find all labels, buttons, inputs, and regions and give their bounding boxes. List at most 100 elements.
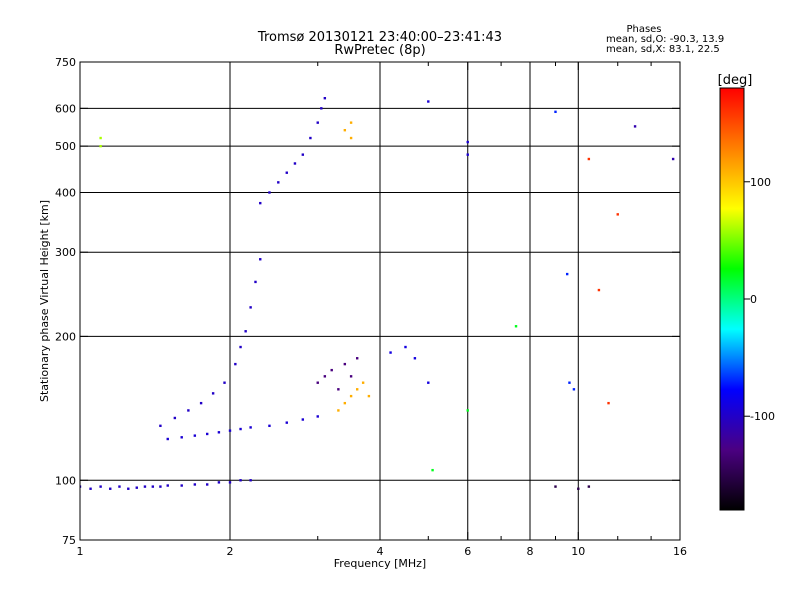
- data-point: [99, 136, 102, 140]
- data-point: [431, 468, 434, 472]
- data-point: [413, 357, 417, 360]
- data-point: [217, 431, 221, 434]
- data-point: [633, 125, 637, 128]
- data-point: [616, 213, 619, 216]
- data-point: [316, 121, 319, 124]
- colorbar-tick-label: 100: [750, 176, 771, 189]
- data-point: [127, 487, 130, 490]
- data-point: [309, 136, 312, 140]
- x-tick-label: 8: [527, 545, 534, 558]
- y-axis-label: Stationary phase Virtual Height [km]: [38, 200, 51, 402]
- data-point: [277, 181, 280, 184]
- data-point: [268, 424, 271, 428]
- data-point: [316, 381, 319, 384]
- data-point: [159, 424, 162, 428]
- data-point: [337, 388, 340, 391]
- y-tick-label: 300: [55, 246, 76, 259]
- colorbar: [deg] 100 0 -100: [718, 73, 775, 511]
- data-point: [337, 409, 340, 412]
- y-tick-label: 75: [62, 534, 76, 547]
- data-point: [193, 434, 197, 437]
- data-point: [587, 485, 591, 488]
- data-point: [554, 485, 557, 488]
- data-point: [151, 485, 155, 488]
- data-point: [565, 272, 569, 276]
- data-point: [239, 427, 242, 431]
- data-point: [355, 388, 359, 391]
- data-point: [597, 288, 601, 292]
- data-point: [554, 110, 557, 114]
- y-axis: 75 100 200 300 400 500 600 750: [55, 56, 680, 547]
- colorbar-label: [deg]: [718, 73, 753, 88]
- data-point: [211, 392, 215, 395]
- data-point: [135, 486, 138, 489]
- data-point: [244, 330, 247, 333]
- data-point: [109, 487, 112, 490]
- data-point: [80, 485, 82, 488]
- data-point: [293, 162, 297, 165]
- data-point: [466, 153, 469, 156]
- data-point: [367, 394, 371, 398]
- data-point: [427, 381, 430, 384]
- x-tick-label: 10: [571, 545, 585, 558]
- data-point: [159, 485, 162, 488]
- x-tick-label: 4: [377, 545, 384, 558]
- data-point: [118, 485, 121, 488]
- data-point: [607, 401, 610, 405]
- colorbar-gradient: [720, 88, 744, 510]
- data-point: [316, 415, 319, 418]
- data-point: [343, 128, 347, 132]
- data-point: [349, 136, 353, 140]
- data-point: [389, 351, 392, 354]
- y-tick-label: 750: [55, 56, 76, 69]
- data-point: [349, 121, 353, 124]
- y-tick-label: 400: [55, 186, 76, 199]
- phases-line-x: mean, sd,X: 83.1, 22.5: [606, 44, 720, 55]
- data-point: [228, 481, 232, 484]
- data-point: [404, 345, 407, 349]
- data-point: [427, 100, 430, 103]
- data-point: [355, 357, 359, 360]
- data-point: [249, 426, 252, 429]
- data-point: [671, 157, 675, 161]
- data-point: [343, 362, 347, 366]
- y-tick-label: 600: [55, 102, 76, 115]
- y-tick-label: 100: [55, 474, 76, 487]
- data-point: [466, 409, 469, 412]
- phases-line-o: mean, sd,O: -90.3, 13.9: [606, 34, 724, 45]
- data-point: [285, 421, 288, 424]
- data-point: [323, 96, 327, 100]
- data-point: [330, 368, 333, 372]
- data-point: [205, 432, 209, 436]
- colorbar-tick-label: -100: [750, 410, 775, 423]
- data-point: [199, 401, 203, 405]
- data-point: [187, 409, 190, 412]
- phases-title: Phases: [626, 24, 661, 35]
- colorbar-tick-label: 0: [750, 293, 757, 306]
- data-point: [514, 325, 518, 328]
- chart-subtitle: RwPretec (8p): [334, 43, 425, 58]
- data-point: [568, 381, 571, 384]
- data-point: [268, 191, 271, 194]
- plot-points: [80, 96, 675, 490]
- data-point: [180, 436, 183, 439]
- data-point: [323, 375, 327, 378]
- chart-title: Tromsø 20130121 23:40:00–23:41:43: [257, 30, 502, 45]
- data-point: [99, 144, 102, 148]
- data-point: [343, 401, 347, 405]
- data-point: [234, 362, 237, 366]
- data-point: [143, 485, 147, 488]
- data-point: [577, 487, 580, 490]
- grid-lines: [80, 62, 680, 540]
- data-point: [254, 280, 257, 284]
- x-tick-label: 1: [77, 545, 84, 558]
- data-point: [349, 375, 353, 378]
- data-point: [228, 429, 232, 432]
- data-point: [217, 481, 221, 484]
- data-point: [361, 381, 365, 384]
- data-point: [239, 345, 242, 349]
- data-point: [166, 437, 169, 441]
- y-tick-label: 200: [55, 330, 76, 343]
- data-point: [301, 418, 305, 421]
- data-point: [259, 201, 262, 205]
